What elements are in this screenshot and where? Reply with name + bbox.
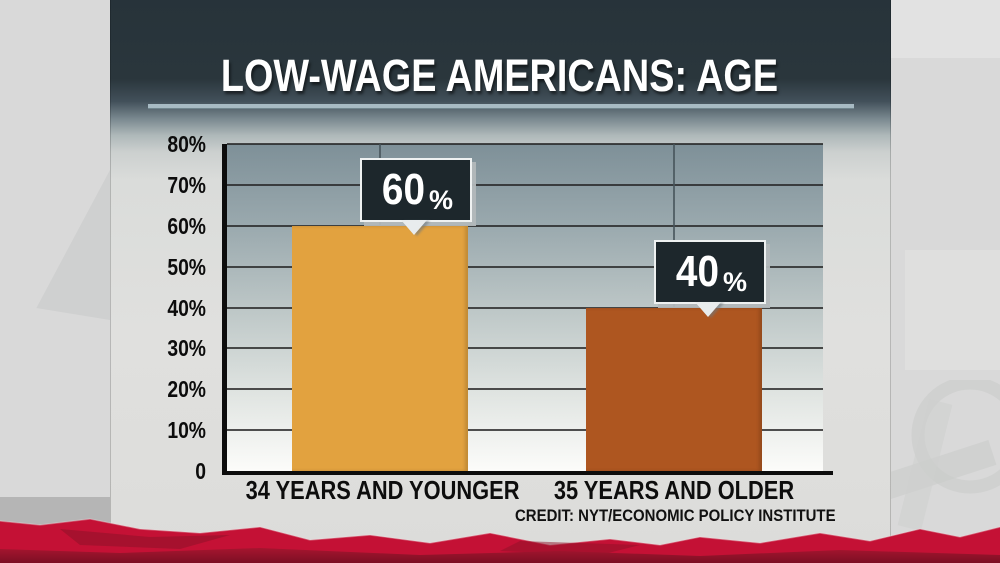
- y-axis-label: 10%: [167, 417, 206, 444]
- title-divider: [148, 104, 854, 109]
- value-label-number: 40: [675, 246, 720, 296]
- y-axis-label: 80%: [167, 131, 206, 157]
- y-axis-label: 20%: [167, 376, 206, 403]
- gridline: [227, 429, 823, 432]
- y-axis-label: 60%: [167, 212, 206, 239]
- page-title: LOW-WAGE AMERICANS: AGE: [220, 50, 779, 101]
- x-axis-line: [222, 471, 833, 475]
- value-label-percent: %: [722, 266, 747, 297]
- background-texture-left-wedge: [36, 170, 110, 320]
- chart-plot: [227, 143, 823, 471]
- background-texture-right-block: [890, 0, 1000, 58]
- value-callout: 40%: [654, 239, 766, 304]
- gridline: [227, 183, 823, 186]
- gridline: [227, 143, 823, 145]
- value-callout: 60%: [360, 157, 472, 222]
- callout-pointer-icon: [401, 219, 427, 235]
- gridline: [227, 306, 823, 309]
- category-label: 34 YEARS AND YOUNGER: [245, 475, 520, 505]
- value-label-percent: %: [428, 184, 453, 215]
- y-axis-line: [222, 144, 227, 475]
- gridline: [227, 224, 823, 227]
- background-texture-right-block: [905, 250, 1000, 370]
- torn-paper-band: [0, 518, 1000, 563]
- y-axis-label: 40%: [167, 294, 206, 321]
- gridline: [227, 388, 823, 391]
- callout-pointer-icon: [695, 301, 721, 317]
- gridline: [227, 265, 823, 268]
- value-label-number: 60: [381, 164, 426, 214]
- y-axis-label: 30%: [167, 335, 206, 362]
- y-axis-label: 50%: [167, 253, 206, 280]
- bar: [586, 307, 762, 471]
- gridline: [227, 347, 823, 350]
- category-label: 35 YEARS AND OLDER: [553, 475, 795, 505]
- y-axis-labels: 80% 70% 60% 50% 40% 30% 20% 10% 0: [140, 133, 216, 483]
- credit-text: CREDIT: NYT/ECONOMIC POLICY INSTITUTE: [515, 506, 836, 525]
- y-axis-label: 0: [195, 458, 206, 484]
- bar: [292, 225, 468, 471]
- y-axis-label: 70%: [167, 171, 206, 198]
